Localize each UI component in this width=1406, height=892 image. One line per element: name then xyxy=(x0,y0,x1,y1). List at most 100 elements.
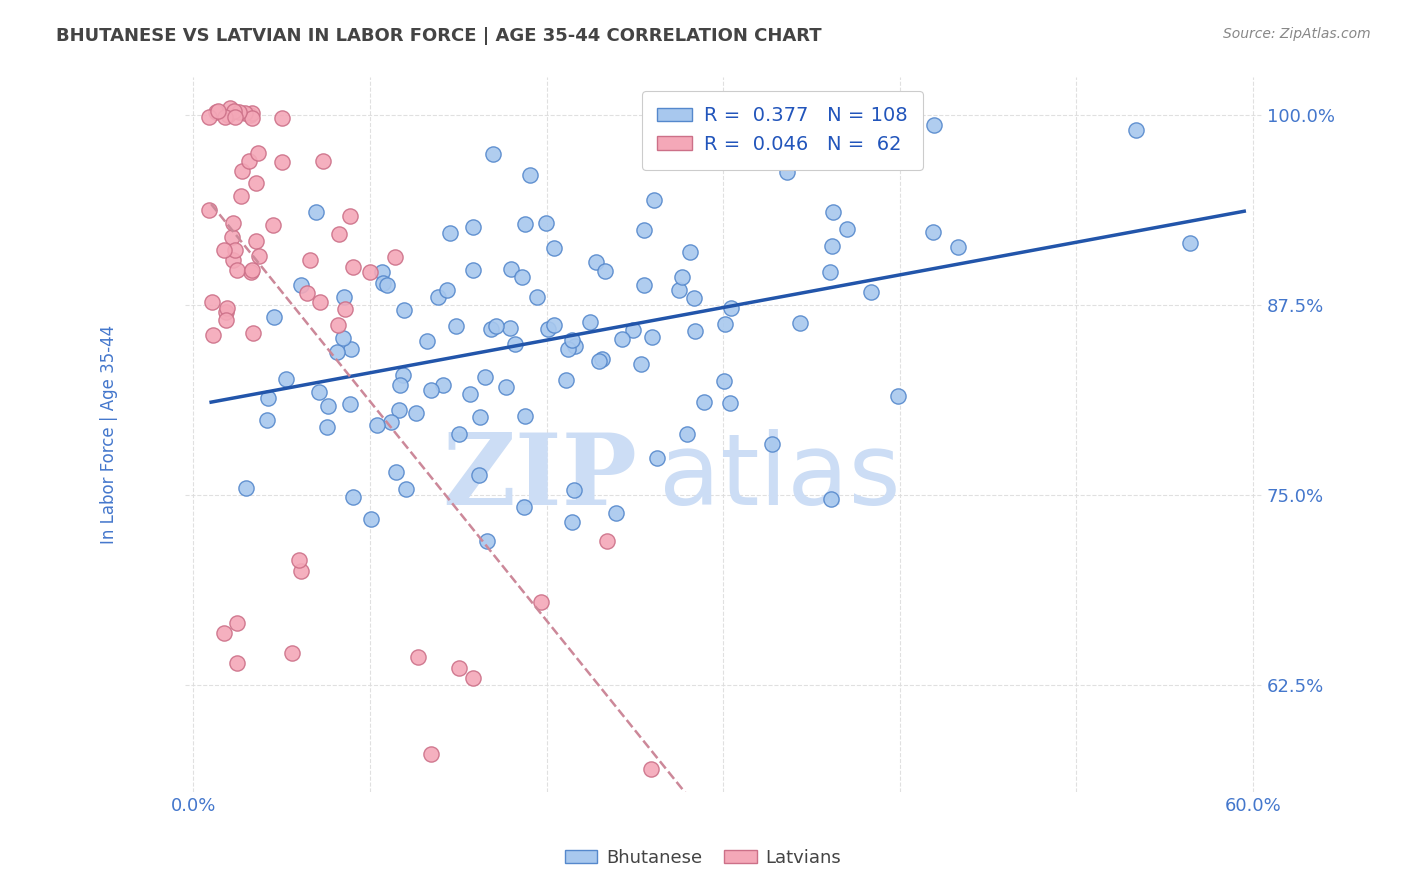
Text: atlas: atlas xyxy=(658,429,900,526)
Point xyxy=(366,418,388,433)
Point xyxy=(290,565,312,579)
Point xyxy=(281,646,304,660)
Point xyxy=(304,204,326,219)
Point xyxy=(463,220,485,235)
Point xyxy=(274,372,297,386)
Point xyxy=(633,278,655,293)
Point xyxy=(271,155,294,169)
Text: In Labor Force | Age 35-44: In Labor Force | Age 35-44 xyxy=(100,325,118,544)
Point xyxy=(557,342,579,356)
Point xyxy=(679,245,702,260)
Point xyxy=(503,337,526,351)
Point xyxy=(339,397,361,411)
Point xyxy=(217,108,239,122)
Point xyxy=(298,252,321,267)
Point xyxy=(263,219,285,233)
Text: ZIP: ZIP xyxy=(443,429,637,526)
Point xyxy=(526,290,548,304)
Point xyxy=(447,661,470,675)
Point xyxy=(630,357,652,371)
Point xyxy=(205,105,228,120)
Point xyxy=(245,176,267,190)
Point xyxy=(340,342,363,356)
Point xyxy=(226,656,249,670)
Point xyxy=(530,595,553,609)
Point xyxy=(263,310,285,324)
Point xyxy=(621,323,644,337)
Point xyxy=(447,427,470,442)
Point xyxy=(645,451,668,466)
Point xyxy=(1125,123,1147,137)
Point xyxy=(388,378,411,392)
Point xyxy=(439,227,461,241)
Point xyxy=(224,111,246,125)
Point xyxy=(921,225,943,239)
Point xyxy=(605,506,627,520)
Point xyxy=(391,368,413,382)
Point xyxy=(643,194,665,208)
Point xyxy=(222,253,245,268)
Point xyxy=(308,295,330,310)
Point xyxy=(392,302,415,317)
Point xyxy=(257,391,280,405)
Point xyxy=(591,352,613,367)
Point xyxy=(316,399,339,413)
Point xyxy=(946,240,969,254)
Point xyxy=(212,625,235,640)
Point xyxy=(519,169,541,183)
Point xyxy=(444,318,467,333)
Point xyxy=(207,104,229,119)
Point xyxy=(240,263,263,277)
Point xyxy=(328,227,350,241)
Point xyxy=(229,188,252,202)
Point xyxy=(240,105,263,120)
Point xyxy=(202,327,225,342)
Point xyxy=(821,205,844,219)
Point xyxy=(671,270,693,285)
Point xyxy=(405,406,427,420)
Point xyxy=(460,387,482,401)
Point xyxy=(513,217,536,231)
Point xyxy=(312,153,335,168)
Point xyxy=(693,394,716,409)
Point xyxy=(564,339,586,353)
Point xyxy=(713,374,735,388)
Point xyxy=(228,105,250,120)
Point xyxy=(384,466,406,480)
Point xyxy=(676,426,699,441)
Point xyxy=(468,409,491,424)
Point xyxy=(371,277,394,291)
Point xyxy=(820,492,842,507)
Point xyxy=(610,332,633,346)
Point xyxy=(238,154,260,169)
Point xyxy=(221,230,243,244)
Legend: Bhutanese, Latvians: Bhutanese, Latvians xyxy=(558,842,848,874)
Point xyxy=(720,301,742,315)
Point xyxy=(225,263,247,277)
Point xyxy=(388,402,411,417)
Point xyxy=(578,315,600,329)
Point xyxy=(479,321,502,335)
Text: Source: ZipAtlas.com: Source: ZipAtlas.com xyxy=(1223,27,1371,41)
Point xyxy=(543,242,565,256)
Point xyxy=(640,330,662,344)
Text: BHUTANESE VS LATVIAN IN LABOR FORCE | AGE 35-44 CORRELATION CHART: BHUTANESE VS LATVIAN IN LABOR FORCE | AG… xyxy=(56,27,823,45)
Point xyxy=(432,378,454,392)
Point xyxy=(217,301,239,315)
Point xyxy=(198,110,221,124)
Point xyxy=(225,615,247,630)
Point xyxy=(233,106,256,120)
Point xyxy=(562,483,585,497)
Point xyxy=(342,260,364,274)
Point xyxy=(593,264,616,278)
Point xyxy=(370,265,392,279)
Point xyxy=(246,146,269,161)
Point xyxy=(326,318,349,333)
Point xyxy=(231,163,253,178)
Point xyxy=(837,222,859,236)
Point xyxy=(720,396,742,410)
Point xyxy=(561,516,583,530)
Point xyxy=(239,108,262,122)
Point xyxy=(543,318,565,333)
Point xyxy=(201,295,224,310)
